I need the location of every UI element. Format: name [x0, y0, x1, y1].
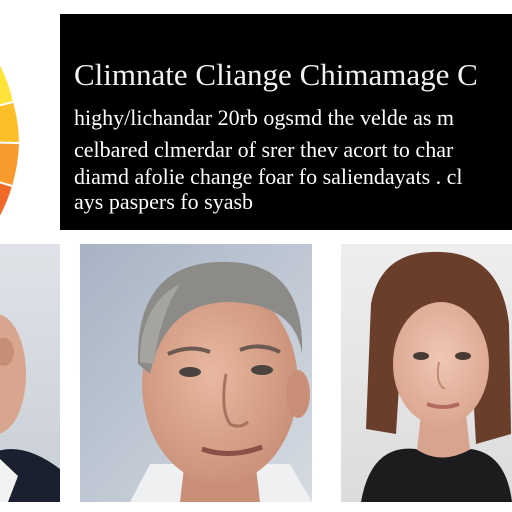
- pie-slice-dark-orange: [0, 182, 12, 216]
- headline-line-4: ays paspers fo syasb: [74, 189, 254, 214]
- headline-line-3: diamd afolie change foar fo saliendayats…: [74, 164, 463, 189]
- pie-slice-light-orange: [0, 102, 19, 143]
- headline-panel: Climnate Cliange Chimamage C highy/licha…: [60, 14, 512, 230]
- pie-slice-orange: [0, 142, 19, 186]
- portrait-photo-center: [80, 244, 312, 502]
- pie-slice-yellow: [0, 65, 13, 106]
- pie-chart-graphic: [0, 0, 60, 232]
- headline-line-1: highy/lichandar 20rb ogsmd the velde as …: [74, 105, 455, 130]
- portrait-photo-left: [0, 244, 60, 502]
- portrait-photo-right: [341, 244, 512, 502]
- headline-title: Climnate Cliange Chimamage C: [74, 57, 478, 92]
- headline-line-2: celbared clmerdar of srer thev acort to …: [74, 137, 454, 162]
